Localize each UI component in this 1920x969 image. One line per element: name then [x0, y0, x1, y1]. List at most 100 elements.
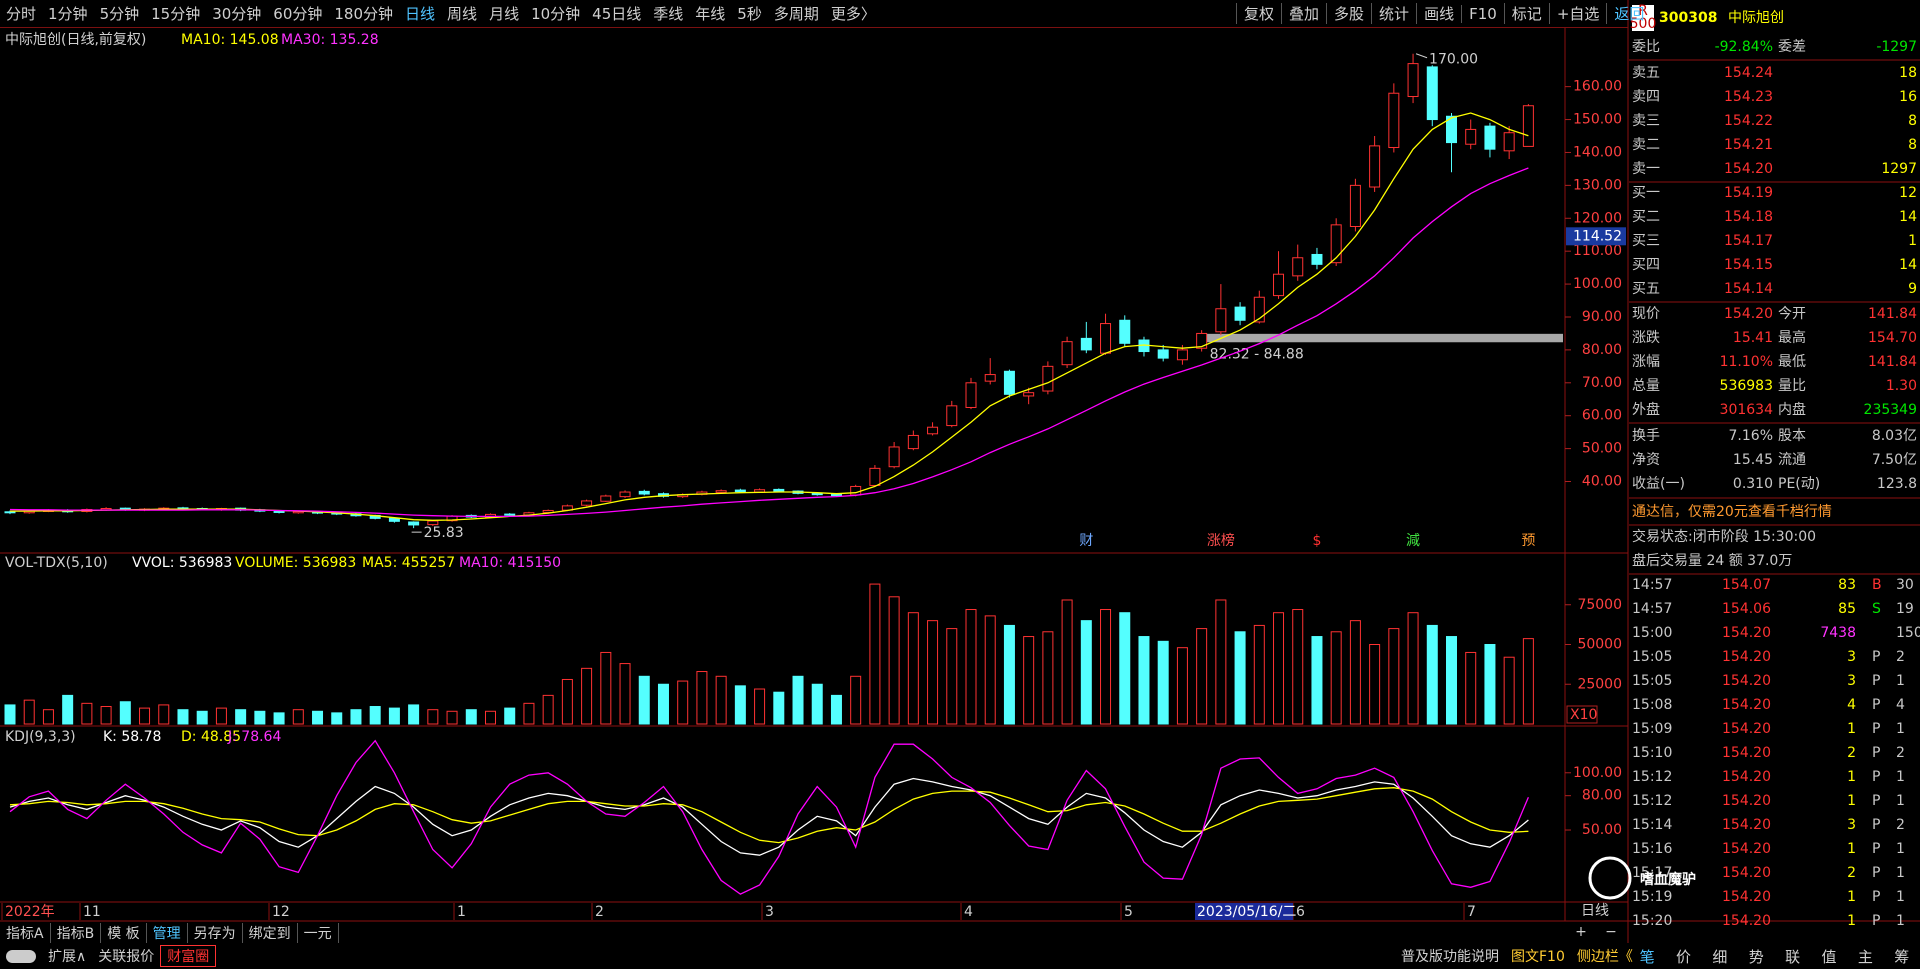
ma30-line [9, 167, 1529, 518]
tool-button[interactable]: 画线 [1416, 3, 1461, 24]
y-tick-label: 100.00 [1573, 276, 1622, 292]
volume-bar [523, 702, 535, 725]
quote-cell: 154.23 [1724, 89, 1773, 105]
tool-button[interactable]: 统计 [1371, 3, 1416, 24]
period-tab[interactable]: 10分钟 [531, 5, 581, 23]
period-tab[interactable]: 5分钟 [99, 5, 140, 23]
volume-bar [235, 709, 247, 725]
quote-cell: 154.19 [1724, 185, 1773, 201]
quote-cell: 流通 [1778, 452, 1806, 468]
high-annotation: 170.00 [1429, 52, 1478, 68]
link[interactable]: 图文F10 [1511, 949, 1565, 965]
quote-cell: 1 [1896, 865, 1905, 881]
period-tab[interactable]: 30分钟 [212, 5, 262, 23]
period-tab[interactable]: 日线 [405, 5, 436, 23]
tool-button[interactable]: 多股 [1326, 3, 1371, 24]
candle-body [1292, 257, 1304, 277]
panel-tab[interactable]: 值 [1821, 947, 1837, 966]
quote-cell: 7.16% [1729, 428, 1773, 444]
period-tab[interactable]: 季线 [653, 5, 684, 23]
y-tick-label: 110.00 [1573, 243, 1622, 259]
period-tab[interactable]: 45日线 [592, 5, 642, 23]
panel-tab[interactable]: 细 [1712, 947, 1728, 966]
toggle[interactable] [6, 949, 36, 963]
indicator-tab[interactable]: 模 板 [101, 922, 147, 943]
tool-button[interactable]: 叠加 [1281, 3, 1326, 24]
zoom-button[interactable]: − [1605, 924, 1617, 940]
period-tab[interactable]: 年线 [695, 5, 726, 23]
candle-body [1407, 63, 1419, 98]
indicator-tab[interactable]: 另存为 [188, 922, 243, 943]
indicator-tab[interactable]: 绑定到 [243, 922, 298, 943]
quote-cell: 买二 [1632, 209, 1660, 225]
volume-bar [1503, 656, 1515, 725]
period-tab[interactable]: 月线 [489, 5, 520, 23]
volume-bar [1176, 647, 1188, 725]
indicator-tab[interactable]: 管理 [147, 922, 188, 943]
quote-cell: 2 [1896, 817, 1905, 833]
quote-cell: 卖三 [1632, 113, 1660, 129]
volume-bar [485, 710, 496, 725]
candle-body [1080, 337, 1092, 351]
notice[interactable]: 通达信，仅需20元查看千档行情 [1632, 504, 1832, 520]
volume-bar [292, 709, 304, 725]
candle-body [830, 493, 842, 497]
tool-button[interactable]: 返回 [1606, 3, 1651, 24]
panel-tab[interactable]: 势 [1748, 947, 1764, 966]
quote-cell: 8 [1908, 113, 1917, 129]
panel-tab[interactable]: 价 [1676, 947, 1692, 966]
volume-bar [888, 596, 900, 725]
volume-bar [1196, 628, 1208, 725]
period-tab[interactable]: 180分钟 [334, 5, 394, 23]
volume-bar [561, 678, 573, 725]
period-tab[interactable]: 更多〉 [830, 5, 876, 23]
period-tab[interactable]: 15分钟 [151, 5, 201, 23]
period-tab[interactable]: 5秒 [737, 5, 762, 23]
volume-label: MA5: 455257 [362, 555, 455, 571]
volume-bar [850, 675, 862, 725]
panel-tab[interactable]: 筹 [1894, 947, 1910, 966]
period-tab[interactable]: 60分钟 [273, 5, 323, 23]
y-tick-label: 75000 [1577, 597, 1622, 613]
quote-cell: 15:19 [1632, 889, 1672, 905]
quote-cell: 141.84 [1868, 354, 1917, 370]
date-label: 2 [595, 904, 604, 920]
quote-cell: 8.03亿 [1872, 428, 1917, 444]
event-marker: 财 [1079, 533, 1093, 549]
period-tab[interactable]: 周线 [447, 5, 478, 23]
panel-tab[interactable]: 笔 [1639, 947, 1655, 966]
tool-button[interactable]: 标记 [1503, 3, 1549, 24]
ma-label: MA10: 145.08 [181, 32, 279, 48]
kdj-title: KDJ(9,3,3) [5, 729, 76, 745]
link[interactable]: 普及版功能说明 [1401, 949, 1499, 965]
link[interactable]: 侧边栏《 [1576, 949, 1633, 965]
indicator-tab[interactable]: 一元 [298, 922, 339, 943]
quote-cell: 154.24 [1724, 65, 1773, 81]
volume-bar [542, 694, 554, 725]
extension-tab[interactable]: 关联报价 [98, 949, 155, 965]
quote-cell: 11.10% [1720, 354, 1773, 370]
date-label: 2022年 [5, 904, 55, 920]
extension-tab[interactable]: 财富圈 [160, 945, 217, 967]
zoom-button[interactable]: + [1575, 924, 1587, 940]
indicator-tab[interactable]: 指标B [51, 922, 102, 943]
candle-body [542, 509, 554, 513]
tool-button[interactable]: F10 [1461, 4, 1504, 23]
quote-cell: 154.20 [1722, 817, 1771, 833]
panel-tab[interactable]: 联 [1785, 947, 1801, 966]
tool-button[interactable]: 复权 [1236, 3, 1281, 24]
volume-bar [215, 707, 227, 725]
quote-cell: 1 [1896, 673, 1905, 689]
period-tab[interactable]: 1分钟 [48, 5, 88, 23]
period-tab[interactable]: 分时 [6, 5, 37, 23]
indicator-tab[interactable]: 指标A [0, 922, 51, 943]
candle-body [638, 490, 650, 495]
kdj-line [9, 777, 1529, 856]
extension-tab[interactable]: 扩展∧ [48, 949, 87, 965]
panel-tab[interactable]: 主 [1857, 947, 1873, 966]
quote-cell: 154.20 [1724, 161, 1773, 177]
tool-button[interactable]: +自选 [1548, 3, 1607, 24]
volume-bar [600, 651, 612, 725]
ma-label: MA30: 135.28 [281, 32, 379, 48]
period-tab[interactable]: 多周期 [773, 5, 819, 23]
